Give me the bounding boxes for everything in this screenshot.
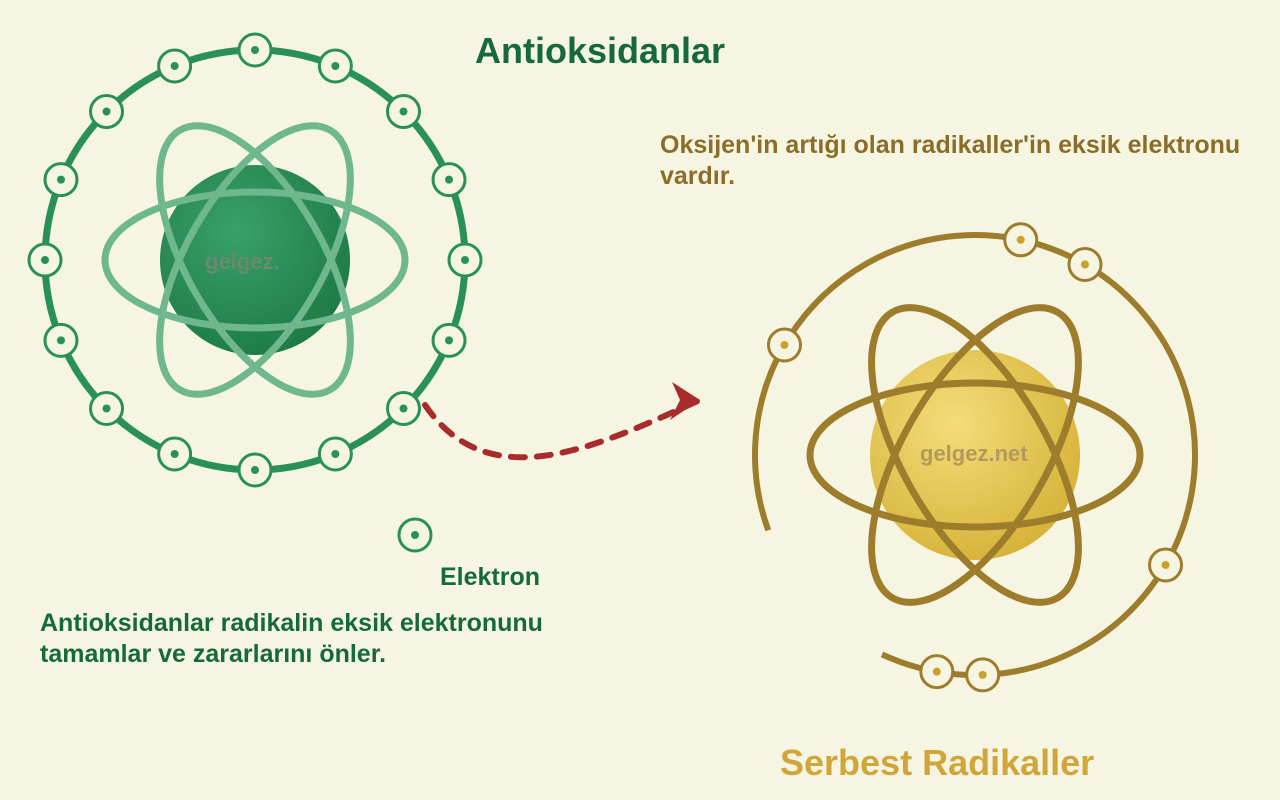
electron-label: Elektron [440, 562, 540, 593]
diagram-stage: Antioksidanlar Serbest Radikaller Oksije… [0, 0, 1280, 800]
watermark-left: gelgez. [205, 248, 280, 276]
diagram-svg [0, 0, 1280, 800]
title-free-radical: Serbest Radikaller [780, 740, 1094, 785]
desc-free-radical: Oksijen'in artığı olan radikaller'in eks… [660, 130, 1250, 193]
title-antioxidant: Antioksidanlar [475, 28, 725, 73]
desc-antioxidant: Antioksidanlar radikalin eksik elektronu… [40, 608, 600, 671]
watermark-right: gelgez.net [920, 440, 1028, 468]
